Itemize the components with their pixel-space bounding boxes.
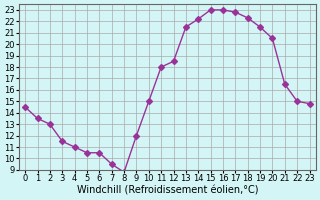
X-axis label: Windchill (Refroidissement éolien,°C): Windchill (Refroidissement éolien,°C) (76, 186, 258, 196)
